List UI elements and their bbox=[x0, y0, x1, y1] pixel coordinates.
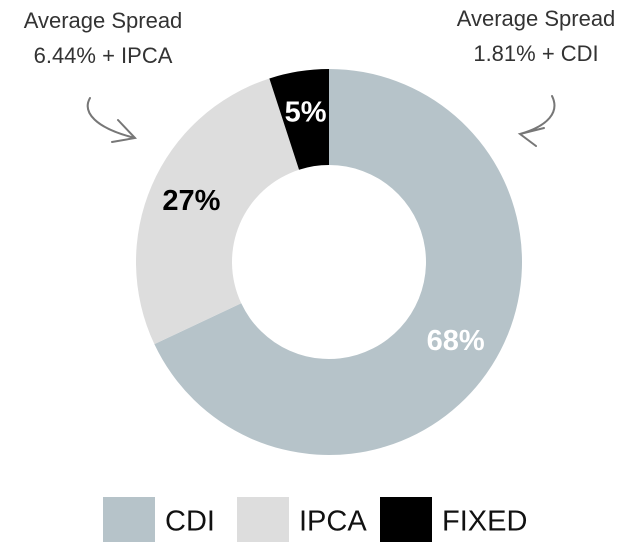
donut-slice bbox=[154, 69, 522, 456]
legend-swatch bbox=[380, 497, 432, 542]
arrow bbox=[517, 95, 556, 147]
annotation: 6.44% + IPCA bbox=[34, 43, 173, 68]
annotation: 1.81% + CDI bbox=[473, 41, 598, 66]
data-label: 68% bbox=[427, 325, 485, 357]
data-label: 5% bbox=[285, 97, 327, 129]
legend-swatch bbox=[237, 497, 289, 542]
legend-label: CDI bbox=[165, 506, 215, 538]
legend-swatch bbox=[103, 497, 155, 542]
donut-slice bbox=[269, 69, 329, 170]
data-label: 27% bbox=[162, 185, 220, 217]
donut-slice bbox=[135, 78, 300, 345]
annotation: Average Spread bbox=[24, 8, 183, 33]
arrow bbox=[86, 97, 138, 143]
legend-label: IPCA bbox=[299, 506, 367, 538]
annotation: Average Spread bbox=[457, 6, 616, 31]
legend-label: FIXED bbox=[442, 506, 527, 538]
